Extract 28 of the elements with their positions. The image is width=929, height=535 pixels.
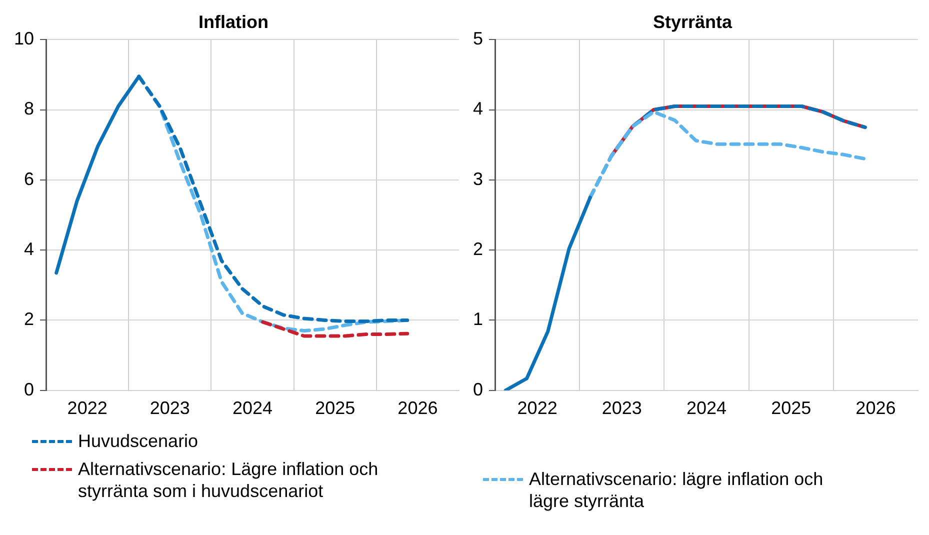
- x-tick-label: 2026: [856, 398, 896, 418]
- x-tick-label: 2025: [315, 398, 356, 418]
- x-tick-label: 2023: [602, 398, 642, 418]
- y-tick-label: 6: [24, 168, 34, 189]
- legend-label: Alternativscenario: lägre inflation och lägre styrränta: [529, 468, 824, 512]
- y-tick-label: 1: [472, 309, 484, 330]
- legend-label: Huvudscenario: [78, 430, 200, 452]
- x-tick-label: 2024: [232, 398, 273, 418]
- x-tick-label: 2026: [398, 398, 438, 418]
- y-tick-label: 4: [24, 239, 34, 260]
- y-tick-label: 0: [24, 379, 34, 400]
- x-tick-label: 2022: [517, 398, 558, 418]
- x-tick-label: 2024: [686, 398, 727, 418]
- x-tick-label: 2025: [771, 398, 812, 418]
- x-tick-label: 2022: [67, 398, 108, 418]
- chart-title: Inflation: [198, 12, 268, 32]
- x-tick-label: 2023: [150, 398, 190, 418]
- y-tick-label: 3: [472, 168, 484, 189]
- line-series: [261, 320, 410, 338]
- y-tick-label: 10: [14, 28, 34, 49]
- y-tick-label: 0: [472, 379, 484, 400]
- y-tick-label: 4: [472, 98, 484, 119]
- y-tick-label: 2: [472, 239, 484, 260]
- legend-label: Alternativscenario: Lägre inflation och styrränta som i huvudscenariot: [78, 458, 380, 502]
- y-tick-label: 5: [472, 28, 484, 49]
- chart-title: Styrränta: [652, 12, 734, 32]
- y-tick-label: 8: [24, 98, 34, 119]
- y-tick-label: 2: [24, 309, 34, 330]
